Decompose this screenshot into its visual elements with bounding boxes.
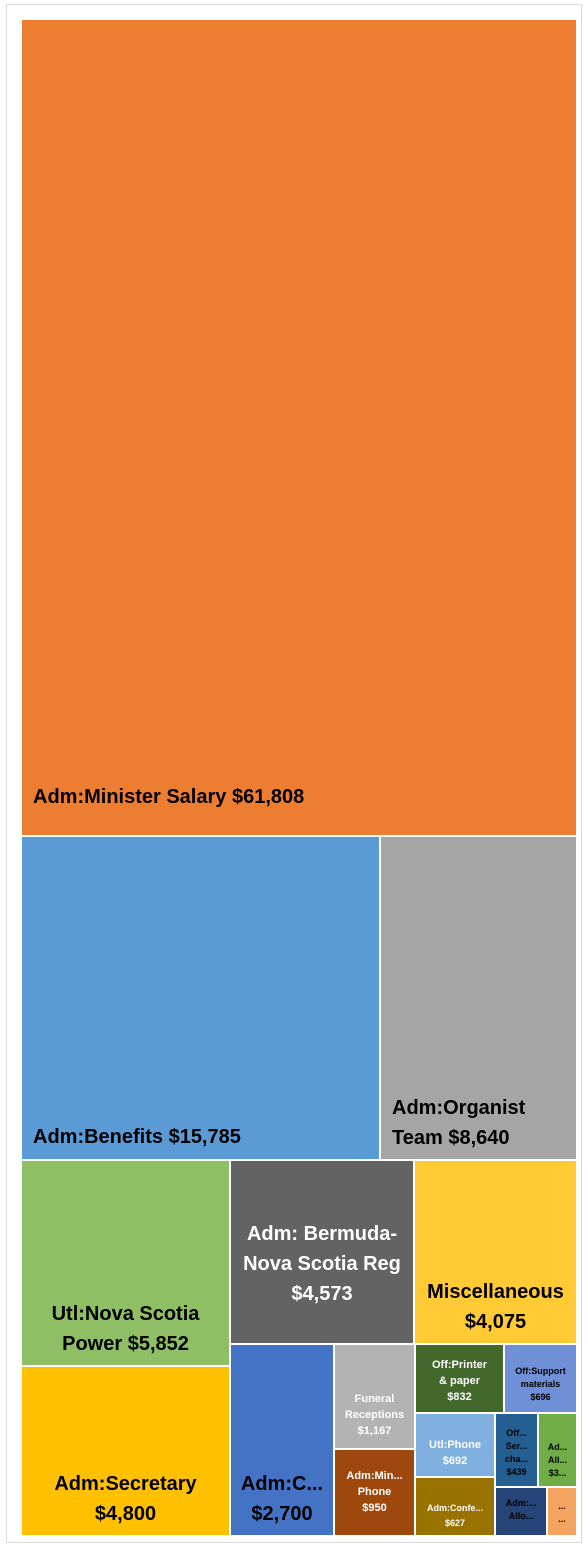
treemap-rect-secretary	[20, 1365, 231, 1537]
treemap-label-line: $1,167	[358, 1425, 392, 1437]
treemap-cell-support-materials: Off:Support materials $696	[503, 1343, 578, 1414]
treemap-label-line: ...	[558, 1514, 566, 1524]
treemap-rect-printer-paper	[414, 1343, 505, 1414]
treemap-rect-benefits	[20, 835, 381, 1161]
treemap-cell-other: ......	[546, 1486, 578, 1537]
treemap-label-adm-c: Adm:C... $2,700	[241, 1473, 323, 1525]
treemap-label-line: Nova Scotia Reg	[243, 1253, 401, 1275]
treemap-label-line: $950	[362, 1502, 386, 1514]
treemap-label-line: Adm:...	[506, 1498, 537, 1508]
treemap-label-bermuda-nova-scotia-reg: Adm: Bermuda- Nova Scotia Reg $4,573	[243, 1223, 401, 1305]
treemap-label-line: Phone	[358, 1486, 392, 1498]
treemap-label-line: Off:Support	[515, 1366, 565, 1376]
treemap-rect-other	[546, 1486, 578, 1537]
treemap-label-line: All...	[548, 1455, 567, 1465]
treemap-rect-adm-conference	[414, 1476, 496, 1537]
treemap-label-other: ......	[558, 1501, 566, 1524]
treemap-label-line: Utl:Nova Scotia	[52, 1303, 201, 1325]
treemap-label-adm-allowance-b: Adm:... Allo...	[506, 1498, 537, 1521]
treemap-label-funeral-receptions: Funeral Receptions $1,167	[345, 1393, 404, 1437]
treemap-label-adm-allowance-a: Ad... All... $3...	[548, 1442, 568, 1478]
treemap-label-line: $692	[443, 1455, 467, 1467]
treemap-label-line: Utl:Phone	[429, 1439, 481, 1451]
treemap-label-line: Funeral	[355, 1393, 395, 1405]
treemap-label-line: & paper	[439, 1375, 481, 1387]
treemap-label-line: $627	[445, 1518, 465, 1528]
treemap-rect-funeral-receptions	[333, 1343, 416, 1450]
treemap-label-line: Off:Printer	[432, 1359, 488, 1371]
treemap-label-line: Adm:Min...	[346, 1470, 402, 1482]
treemap-cell-printer-paper: Off:Printer & paper $832	[414, 1343, 505, 1414]
treemap-cell-minister-phone: Adm:Min... Phone $950	[333, 1448, 416, 1537]
treemap-cell-adm-allowance-a: Ad... All... $3...	[537, 1412, 578, 1488]
treemap-label-support-materials: Off:Support materials $696	[515, 1366, 565, 1402]
treemap-label-line: Adm:C...	[241, 1473, 323, 1495]
treemap-label-line: Adm:Confe...	[427, 1503, 483, 1513]
treemap-label-adm-conference: Adm:Confe... $627	[427, 1503, 483, 1528]
treemap-label-minister-phone: Adm:Min... Phone $950	[346, 1470, 402, 1514]
treemap-cell-bermuda-nova-scotia-reg: Adm: Bermuda- Nova Scotia Reg $4,573	[229, 1159, 415, 1345]
treemap-label-organist-team: Adm:Organist Team $8,640	[392, 1097, 526, 1149]
treemap-cell-adm-conference: Adm:Confe... $627	[414, 1476, 496, 1537]
treemap-label-line: $439	[506, 1467, 526, 1477]
treemap-label-minister-salary: Adm:Minister Salary $61,808	[33, 786, 304, 808]
treemap-cell-secretary: Adm:Secretary $4,800	[20, 1365, 231, 1537]
treemap-cell-minister-salary: Adm:Minister Salary $61,808	[20, 18, 578, 837]
treemap-rect-minister-salary	[20, 18, 578, 837]
treemap-label-off-service-charges: Off... Ser... cha... $439	[505, 1428, 528, 1477]
treemap-label-line: $3...	[549, 1468, 567, 1478]
treemap-cell-funeral-receptions: Funeral Receptions $1,167	[333, 1343, 416, 1450]
treemap-label-line: cha...	[505, 1454, 528, 1464]
treemap-label-line: $2,700	[251, 1503, 312, 1525]
treemap-label-line: Adm:Benefits $15,785	[33, 1126, 241, 1148]
treemap-cell-benefits: Adm:Benefits $15,785	[20, 835, 381, 1161]
treemap-label-line: Adm:Minister Salary $61,808	[33, 786, 304, 808]
treemap-cell-adm-c: Adm:C... $2,700	[229, 1343, 335, 1537]
treemap-cell-miscellaneous: Miscellaneous $4,075	[413, 1159, 578, 1345]
treemap-label-line: $832	[447, 1391, 471, 1403]
treemap-label-line: Ser...	[506, 1441, 528, 1451]
treemap-label-line: $4,075	[465, 1311, 526, 1333]
treemap-label-miscellaneous: Miscellaneous $4,075	[427, 1281, 564, 1333]
treemap-label-line: Miscellaneous	[427, 1281, 564, 1303]
treemap-label-line: Off...	[506, 1428, 527, 1438]
treemap-cell-organist-team: Adm:Organist Team $8,640	[379, 835, 578, 1161]
treemap-cell-adm-allowance-b: Adm:... Allo...	[494, 1486, 548, 1537]
treemap-cell-nova-scotia-power: Utl:Nova Scotia Power $5,852	[20, 1159, 231, 1367]
treemap-label-line: Receptions	[345, 1409, 404, 1421]
treemap-label-line: $696	[530, 1392, 550, 1402]
treemap-label-benefits: Adm:Benefits $15,785	[33, 1126, 241, 1148]
treemap-label-line: Ad...	[548, 1442, 568, 1452]
treemap-label-line: Adm:Secretary	[54, 1473, 197, 1495]
treemap-label-line: Allo...	[509, 1511, 534, 1521]
treemap-label-line: Team $8,640	[392, 1127, 510, 1149]
treemap-label-line: ...	[558, 1501, 566, 1511]
treemap-rect-organist-team	[379, 835, 578, 1161]
treemap-label-secretary: Adm:Secretary $4,800	[54, 1473, 197, 1525]
treemap-label-line: Adm: Bermuda-	[247, 1223, 397, 1245]
treemap-label-line: Power $5,852	[62, 1333, 189, 1355]
treemap-label-nova-scotia-power: Utl:Nova Scotia Power $5,852	[52, 1303, 201, 1355]
treemap-cell-utl-phone: Utl:Phone $692	[414, 1412, 496, 1478]
treemap-cell-off-service-charges: Off... Ser... cha... $439	[494, 1412, 539, 1488]
treemap-rect-bermuda-nova-scotia-reg	[229, 1159, 415, 1345]
chart-frame	[6, 4, 582, 1543]
treemap-label-line: Adm:Organist	[392, 1097, 526, 1119]
treemap-label-line: materials	[521, 1379, 561, 1389]
treemap-rect-utl-phone	[414, 1412, 496, 1478]
treemap-label-line: $4,573	[291, 1283, 352, 1305]
treemap-rect-adm-c	[229, 1343, 335, 1537]
treemap-label-line: $4,800	[95, 1503, 156, 1525]
treemap-label-utl-phone: Utl:Phone $692	[429, 1439, 481, 1467]
treemap-label-printer-paper: Off:Printer & paper $832	[432, 1359, 488, 1403]
